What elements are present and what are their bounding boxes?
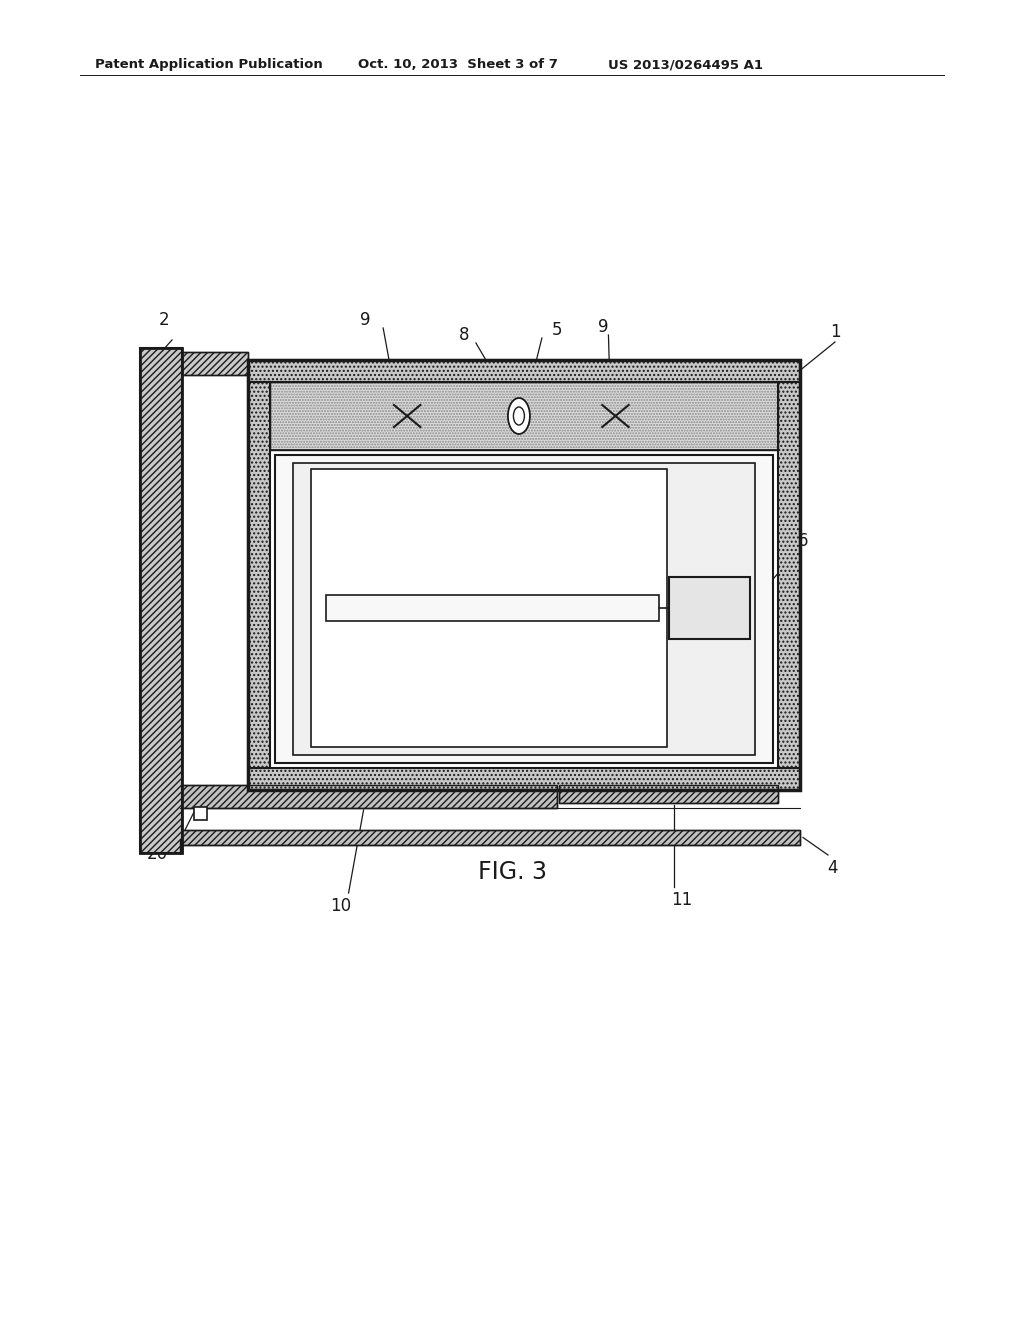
Text: 10: 10 — [330, 898, 351, 915]
Bar — [559, 785, 778, 803]
Bar — [182, 352, 248, 375]
Bar — [180, 785, 557, 808]
Bar — [140, 348, 182, 853]
Bar — [180, 840, 182, 853]
Bar — [326, 595, 659, 620]
Bar — [180, 830, 800, 845]
Bar — [275, 455, 773, 763]
Text: 1: 1 — [829, 323, 841, 341]
Text: 5: 5 — [552, 321, 562, 339]
Text: 4: 4 — [827, 859, 839, 876]
Text: 11: 11 — [671, 891, 692, 909]
Bar — [270, 381, 778, 450]
Text: Oct. 10, 2013  Sheet 3 of 7: Oct. 10, 2013 Sheet 3 of 7 — [358, 58, 558, 71]
Text: 8: 8 — [459, 326, 469, 345]
Bar — [270, 381, 778, 450]
Bar — [248, 768, 800, 789]
Bar — [180, 785, 557, 808]
Bar — [311, 469, 667, 747]
Bar — [180, 830, 800, 845]
Bar — [248, 360, 800, 789]
Bar — [248, 381, 270, 768]
Bar — [248, 360, 800, 381]
Bar — [559, 785, 778, 803]
Bar — [180, 840, 182, 853]
Text: FIG. 3: FIG. 3 — [477, 861, 547, 884]
Bar — [270, 381, 778, 768]
Text: 2: 2 — [159, 312, 169, 329]
Text: 20: 20 — [146, 845, 168, 863]
Bar — [778, 381, 800, 768]
Ellipse shape — [513, 407, 524, 425]
Bar — [194, 807, 207, 820]
Text: Patent Application Publication: Patent Application Publication — [95, 58, 323, 71]
Bar — [182, 352, 248, 375]
Text: 9: 9 — [598, 318, 608, 337]
Text: 9: 9 — [359, 312, 371, 329]
Text: 6: 6 — [798, 532, 808, 550]
Bar — [140, 348, 182, 853]
Text: US 2013/0264495 A1: US 2013/0264495 A1 — [608, 58, 763, 71]
Bar — [669, 577, 750, 639]
Ellipse shape — [508, 399, 530, 434]
Bar — [293, 463, 755, 755]
